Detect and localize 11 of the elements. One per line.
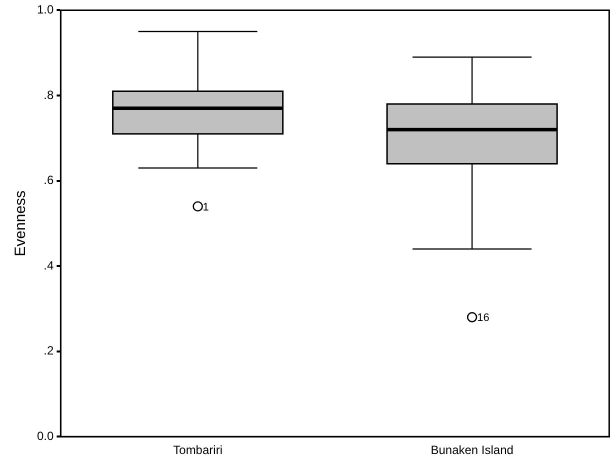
y-tick-label: 1.0 [36,2,54,17]
y-tick-label: .6 [44,173,54,188]
y-tick-label: .2 [44,344,54,358]
annotation: 16 [477,312,490,324]
y-tick-label: .4 [44,258,54,272]
y-axis-title: Evenness [12,190,30,256]
annotation: 1 [202,201,209,214]
y-tick-label: 0.0 [36,428,54,443]
x-tick-label: Tombariri [173,443,222,458]
y-tick-label: .8 [44,88,54,102]
x-tick-label: Bunaken Island [430,443,514,458]
